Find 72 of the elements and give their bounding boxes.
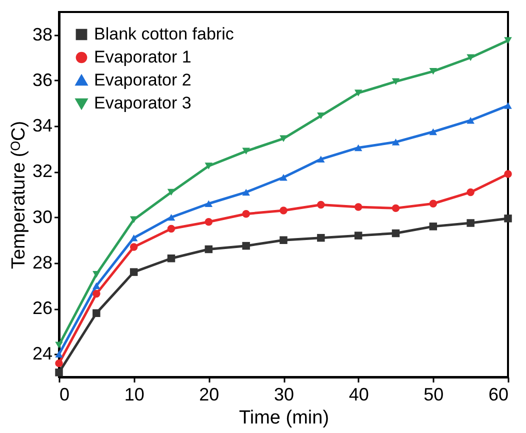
y-axis-title: Temperature (ᴼC) bbox=[8, 120, 30, 270]
point bbox=[280, 236, 288, 244]
legend-label: Evaporator 2 bbox=[94, 70, 192, 90]
point bbox=[466, 117, 474, 124]
point bbox=[504, 170, 512, 178]
point bbox=[167, 214, 176, 221]
point bbox=[167, 224, 176, 233]
point bbox=[429, 200, 438, 208]
point bbox=[280, 174, 288, 181]
y-tick-label: 34 bbox=[32, 116, 52, 136]
point bbox=[242, 210, 250, 218]
point bbox=[392, 229, 400, 238]
x-axis-title: Time (min) bbox=[238, 408, 330, 428]
point bbox=[55, 359, 63, 368]
legend-label: Evaporator 3 bbox=[94, 94, 192, 112]
legend-label: Blank cotton fabric bbox=[94, 24, 234, 44]
x-tick-label: 0 bbox=[60, 384, 70, 404]
y-tick-label: 28 bbox=[32, 252, 52, 272]
point bbox=[92, 290, 100, 298]
point bbox=[354, 203, 362, 211]
x-tick-label: 30 bbox=[274, 384, 294, 404]
point bbox=[167, 188, 176, 196]
point bbox=[317, 234, 325, 242]
point bbox=[204, 200, 213, 207]
point bbox=[167, 254, 176, 262]
point bbox=[92, 309, 100, 317]
y-tick-label: 32 bbox=[32, 161, 52, 182]
point bbox=[354, 232, 362, 240]
x-tick-label: 60 bbox=[488, 384, 508, 404]
point bbox=[55, 342, 63, 348]
x-tick-label: 20 bbox=[199, 384, 220, 404]
point bbox=[130, 243, 138, 251]
point bbox=[55, 350, 63, 358]
point bbox=[429, 128, 438, 136]
point bbox=[92, 270, 100, 278]
point bbox=[317, 200, 325, 209]
point bbox=[354, 144, 362, 152]
point bbox=[130, 234, 138, 242]
point bbox=[242, 242, 250, 250]
point bbox=[204, 218, 213, 226]
point bbox=[204, 245, 213, 254]
y-tick-label: 24 bbox=[32, 344, 52, 364]
point bbox=[55, 368, 63, 376]
point bbox=[130, 268, 138, 276]
point bbox=[466, 219, 474, 227]
point bbox=[92, 282, 100, 290]
point bbox=[392, 204, 400, 212]
point bbox=[242, 148, 250, 155]
point bbox=[354, 90, 362, 96]
point bbox=[392, 138, 400, 146]
y-tick-label: 38 bbox=[32, 24, 52, 44]
point bbox=[466, 188, 474, 196]
x-tick-label: 40 bbox=[348, 384, 369, 404]
point bbox=[317, 156, 325, 162]
y-tick-label: 30 bbox=[32, 206, 52, 227]
legend-label: Evaporator 1 bbox=[94, 48, 192, 66]
point bbox=[280, 206, 288, 214]
point bbox=[504, 102, 512, 109]
point bbox=[466, 54, 474, 61]
point bbox=[204, 162, 213, 170]
point bbox=[280, 135, 288, 142]
point bbox=[242, 188, 250, 196]
point bbox=[392, 78, 400, 85]
y-tick-label: 36 bbox=[32, 70, 52, 90]
y-tick-label: 26 bbox=[32, 298, 52, 318]
x-tick-label: 10 bbox=[124, 384, 144, 404]
point bbox=[504, 37, 512, 44]
point bbox=[317, 112, 325, 120]
point bbox=[429, 222, 438, 230]
point bbox=[504, 214, 512, 222]
point bbox=[429, 68, 438, 75]
x-tick-label: 50 bbox=[424, 384, 444, 404]
